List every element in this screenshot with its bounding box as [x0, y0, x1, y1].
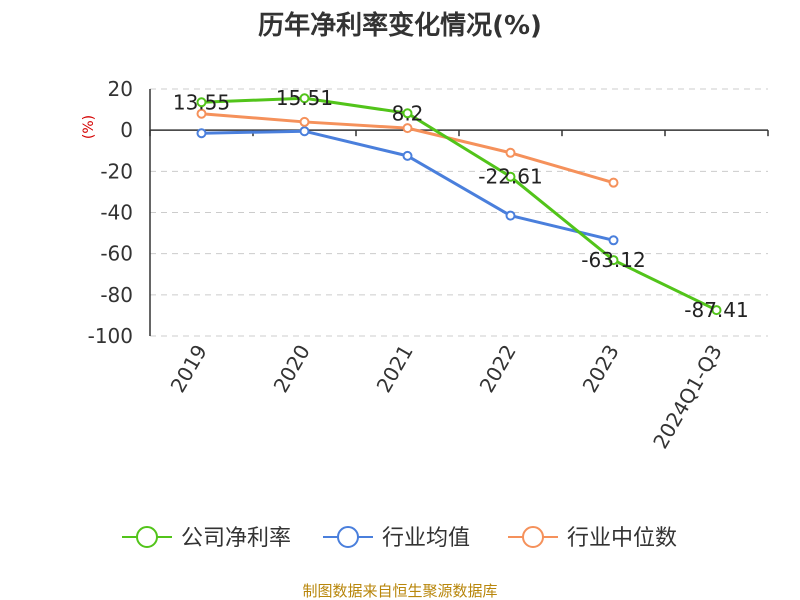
x-tick-labels: 2019 2020 2021 2022 2023 2024Q1-Q3 [166, 341, 727, 453]
data-point [196, 97, 207, 108]
data-label: 13.55 [173, 90, 230, 114]
data-point [402, 150, 413, 161]
legend: 公司净利率 行业均值 行业中位数 [122, 526, 677, 551]
series-1 [196, 126, 619, 246]
axes [149, 89, 769, 336]
y-tick-label: 0 [120, 118, 133, 142]
legend-item: 行业均值 [323, 526, 470, 551]
data-point [505, 147, 516, 158]
x-tick-label: 2019 [166, 341, 212, 397]
source-note: 制图数据来自恒生聚源数据库 [302, 582, 497, 600]
series-group [196, 93, 722, 316]
x-tick-label: 2022 [475, 341, 521, 397]
data-point [299, 116, 310, 127]
y-tick-label: 20 [108, 77, 133, 101]
legend-marker [136, 526, 158, 548]
y-tick-label: -20 [100, 159, 133, 183]
data-point [608, 235, 619, 246]
y-tick-label: -80 [100, 283, 133, 307]
data-point [711, 305, 722, 316]
x-tick-label: 2023 [578, 341, 624, 397]
legend-marker [522, 526, 544, 548]
data-point [608, 255, 619, 266]
chart-title: 历年净利率变化情况(%) [258, 10, 542, 41]
series-line [201, 96, 718, 312]
data-point [505, 210, 516, 221]
legend-item: 公司净利率 [122, 526, 291, 551]
data-label: -87.41 [684, 298, 748, 322]
data-point [196, 108, 207, 119]
y-tick-label: -60 [100, 242, 133, 266]
data-point [505, 171, 516, 182]
data-point [402, 108, 413, 119]
y-tick-label: -100 [88, 324, 133, 348]
y-tick-labels: 20 0 -20 -40 -60 -80 -100 [88, 77, 133, 348]
data-label: -63.12 [581, 248, 645, 272]
legend-label: 行业均值 [382, 526, 470, 551]
series-line [201, 129, 614, 242]
data-label: 15.51 [276, 86, 333, 110]
series-2 [196, 108, 619, 188]
data-point [299, 93, 310, 104]
data-point [196, 128, 207, 139]
y-tick-label: -40 [100, 201, 133, 225]
legend-label: 公司净利率 [181, 526, 291, 551]
x-tick-label: 2024Q1-Q3 [648, 341, 727, 453]
data-label: -22.61 [478, 165, 542, 189]
legend-marker [337, 526, 359, 548]
legend-item: 行业中位数 [508, 526, 677, 551]
data-label: 8.2 [392, 101, 424, 125]
x-tick-label: 2020 [269, 341, 315, 397]
grid-lines [150, 88, 768, 337]
data-labels: 13.55 15.51 8.2 -22.61 -63.12 -87.41 [173, 86, 749, 322]
legend-label: 行业中位数 [567, 526, 677, 551]
data-point [608, 177, 619, 188]
data-point [299, 126, 310, 137]
y-axis-label: (%) [81, 115, 97, 139]
x-tick-label: 2021 [372, 341, 418, 397]
series-0 [196, 93, 722, 316]
data-point [402, 123, 413, 134]
